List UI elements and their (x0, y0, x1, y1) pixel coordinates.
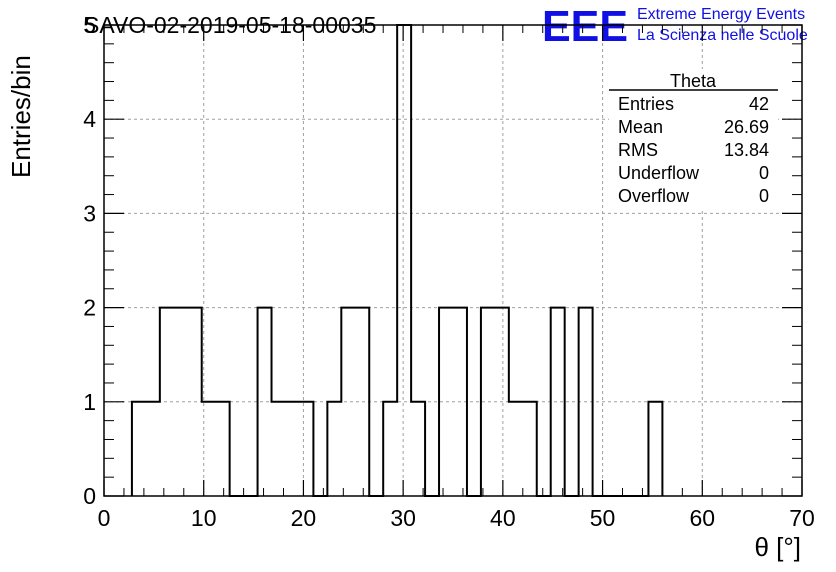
eee-logo: EEE Extreme Energy Events La Scienza nel… (542, 2, 808, 51)
y-tick-label: 5 (83, 12, 96, 38)
eee-logo-line1: Extreme Energy Events (637, 6, 805, 23)
x-tick-label: 70 (789, 505, 815, 531)
stats-row-label: Overflow (618, 186, 690, 206)
stats-row-value: 0 (759, 186, 769, 206)
y-tick-label: 3 (83, 200, 96, 226)
x-tick-label: 30 (390, 505, 416, 531)
eee-logo-letters: EEE (542, 2, 628, 51)
y-axis-label: Entries/bin (6, 55, 36, 178)
stats-name: Theta (670, 71, 717, 91)
stats-box: Theta Entries 42 Mean 26.69 RMS 13.84 Underflo… (609, 69, 778, 209)
y-tick-label: 2 (83, 295, 96, 321)
stats-row-value: 42 (749, 94, 769, 114)
stats-row-label: RMS (618, 140, 658, 160)
x-tick-label: 50 (590, 505, 616, 531)
y-tick-label: 4 (83, 106, 96, 132)
stats-row-label: Underflow (618, 163, 700, 183)
y-tick-label: 1 (83, 389, 96, 415)
x-tick-label: 20 (291, 505, 317, 531)
stats-row-value: 0 (759, 163, 769, 183)
x-tick-label: 0 (98, 505, 111, 531)
x-tick-label: 60 (689, 505, 715, 531)
stats-box-background (609, 69, 778, 209)
eee-logo-line2: La Scienza nelle Scuole (637, 27, 808, 44)
tick-labels: 0 10 20 30 40 50 60 70 0 1 2 3 4 5 (83, 12, 815, 531)
stats-row-label: Entries (618, 94, 674, 114)
stats-row-label: Mean (618, 117, 663, 137)
y-tick-label: 0 (83, 483, 96, 509)
x-tick-label: 40 (490, 505, 516, 531)
histogram-outline (130, 24, 664, 497)
plot-frame (103, 24, 803, 497)
stats-row-value: 13.84 (724, 140, 769, 160)
x-axis-label: θ [°] (754, 532, 801, 562)
x-tick-label: 10 (191, 505, 217, 531)
stats-row-value: 26.69 (724, 117, 769, 137)
